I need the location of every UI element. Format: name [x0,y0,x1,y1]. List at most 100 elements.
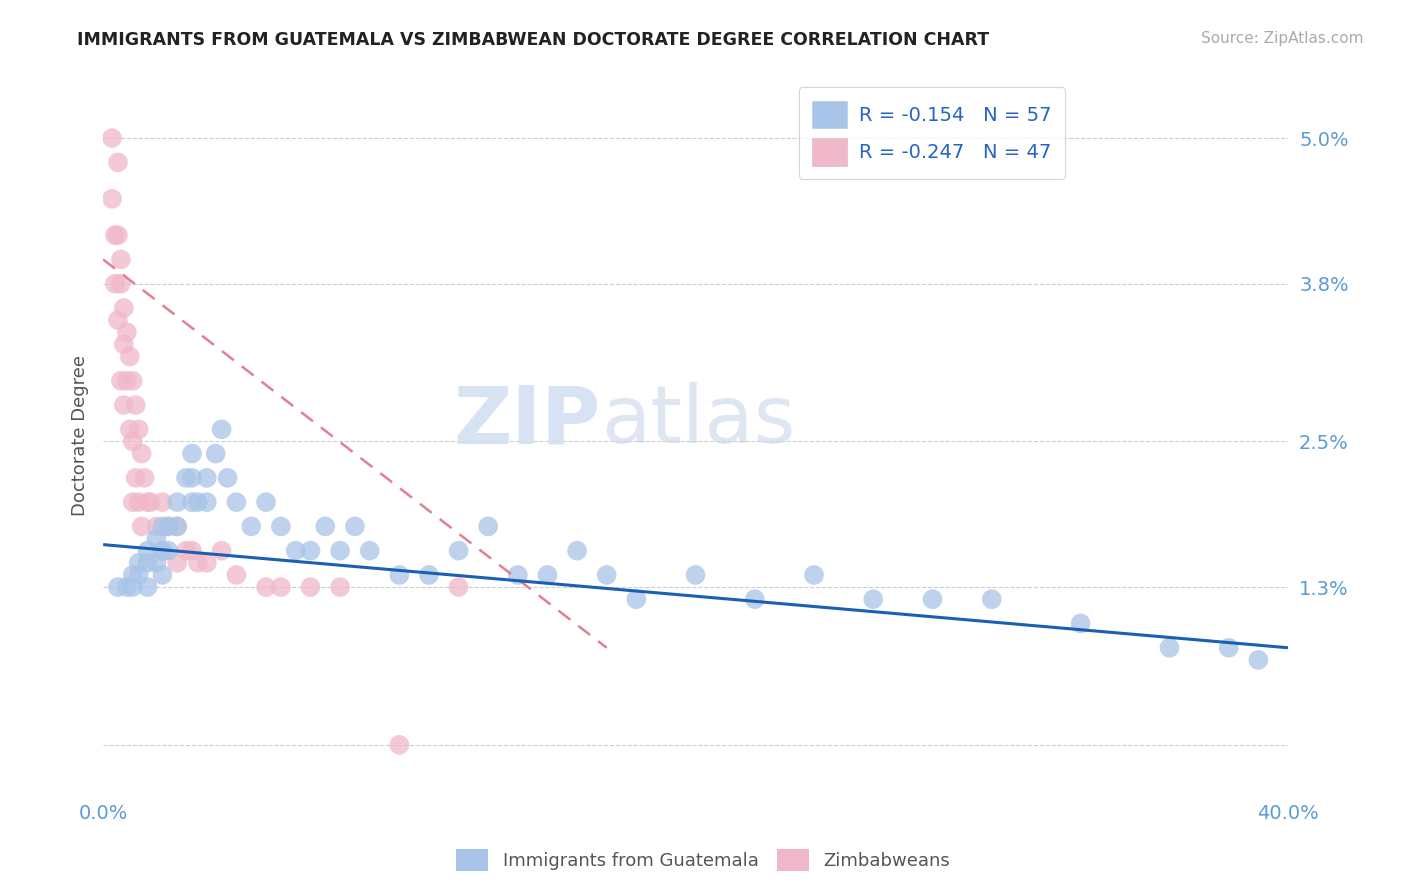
Point [121,434,143,449]
Point [115,325,138,339]
Point [157,543,180,558]
Point [477,519,499,533]
Point [166,556,188,570]
Point [107,155,129,169]
Point [150,495,173,509]
Point [595,568,617,582]
Point [187,495,209,509]
Point [118,350,141,364]
Point [145,519,167,533]
Point [187,556,209,570]
Point [107,313,129,327]
Point [131,519,153,533]
Point [225,568,247,582]
Point [744,592,766,607]
Point [125,398,148,412]
Text: ZIP: ZIP [454,382,600,460]
Point [240,519,263,533]
Point [181,471,204,485]
Text: Source: ZipAtlas.com: Source: ZipAtlas.com [1201,31,1364,46]
Text: atlas: atlas [600,382,796,460]
Point [110,252,132,267]
Point [139,495,162,509]
Point [118,422,141,436]
Point [418,568,440,582]
Point [121,568,143,582]
Point [314,519,336,533]
Point [299,543,322,558]
Point [195,556,218,570]
Point [110,374,132,388]
Point [181,447,204,461]
Point [115,374,138,388]
Point [107,228,129,243]
Point [174,471,197,485]
Point [270,580,292,594]
Point [174,543,197,558]
Point [112,301,135,315]
Point [195,495,218,509]
Text: IMMIGRANTS FROM GUATEMALA VS ZIMBABWEAN DOCTORATE DEGREE CORRELATION CHART: IMMIGRANTS FROM GUATEMALA VS ZIMBABWEAN … [77,31,990,49]
Point [157,519,180,533]
Point [211,543,233,558]
Point [211,422,233,436]
Point [136,543,159,558]
Point [217,471,239,485]
Point [166,519,188,533]
Point [136,556,159,570]
Point [150,519,173,533]
Point [107,580,129,594]
Point [128,422,150,436]
Point [134,471,156,485]
Point [204,447,226,461]
Point [195,471,218,485]
Point [166,519,188,533]
Point [101,192,124,206]
Point [121,374,143,388]
Point [803,568,825,582]
Point [1159,640,1181,655]
Point [157,519,180,533]
Point [447,580,470,594]
Point [150,543,173,558]
Point [128,495,150,509]
Point [121,495,143,509]
Point [254,495,277,509]
Point [181,543,204,558]
Point [329,580,352,594]
Point [536,568,558,582]
Point [388,568,411,582]
Point [921,592,943,607]
Point [270,519,292,533]
Point [181,495,204,509]
Point [506,568,529,582]
Point [145,556,167,570]
Point [104,228,127,243]
Point [388,738,411,752]
Point [329,543,352,558]
Point [110,277,132,291]
Point [685,568,707,582]
Point [136,580,159,594]
Point [284,543,307,558]
Point [128,556,150,570]
Point [112,398,135,412]
Point [101,131,124,145]
Point [447,543,470,558]
Point [862,592,884,607]
Point [150,543,173,558]
Point [121,580,143,594]
Point [125,471,148,485]
Point [1218,640,1240,655]
Point [626,592,648,607]
Point [112,337,135,351]
Y-axis label: Doctorate Degree: Doctorate Degree [72,355,89,516]
Point [254,580,277,594]
Point [565,543,588,558]
Point [299,580,322,594]
Point [128,568,150,582]
Point [166,495,188,509]
Legend: R = -0.154   N = 57, R = -0.247   N = 47: R = -0.154 N = 57, R = -0.247 N = 47 [799,87,1064,179]
Point [359,543,381,558]
Point [150,568,173,582]
